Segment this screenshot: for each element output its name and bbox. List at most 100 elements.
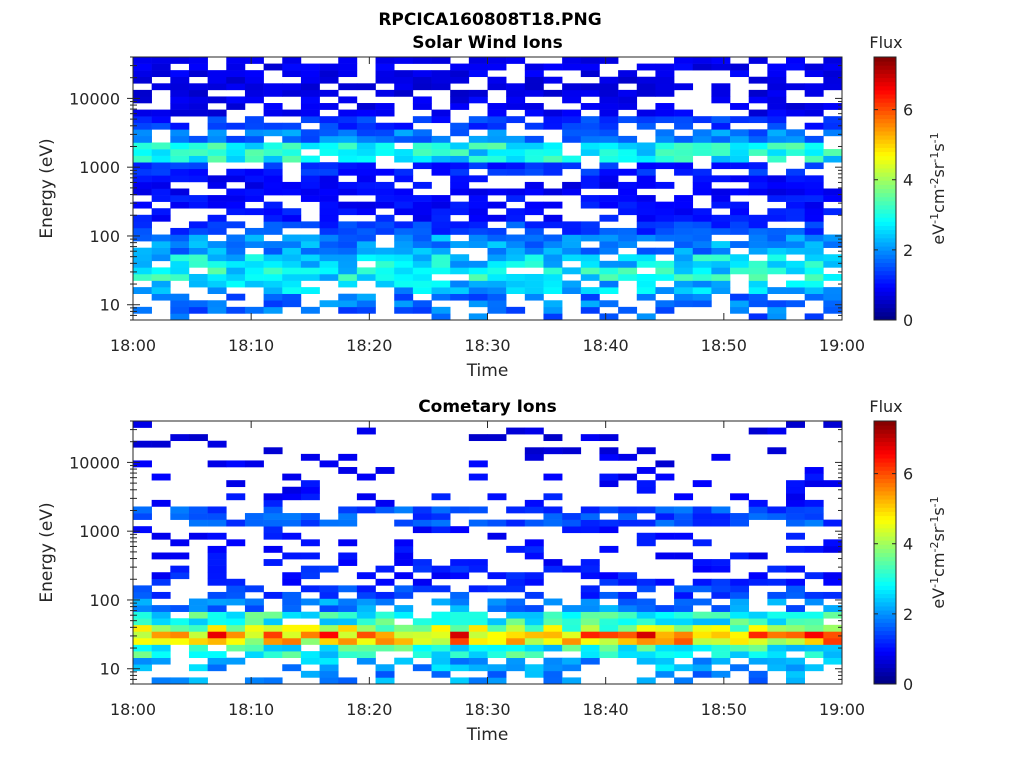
heatmap-cell (226, 631, 246, 639)
heatmap-cell (748, 89, 768, 97)
heatmap-cell (487, 155, 507, 163)
heatmap-cell (338, 605, 358, 612)
colorbar-segment (874, 429, 896, 434)
heatmap-cell (543, 519, 563, 527)
heatmap-cell (263, 637, 283, 645)
colorbar-segment (874, 155, 896, 161)
heatmap-cell (674, 664, 694, 672)
heatmap-cell (636, 618, 656, 626)
heatmap-cell (655, 201, 675, 209)
heatmap-cell (319, 208, 339, 216)
heatmap-cell (133, 70, 152, 78)
heatmap-cell (412, 644, 432, 652)
heatmap-cell (226, 280, 246, 288)
heatmap-cell (599, 506, 619, 514)
colorbar-segment (874, 221, 896, 226)
heatmap-cell (244, 135, 264, 143)
heatmap-cell (263, 109, 283, 117)
heatmap-cell (282, 651, 302, 659)
heatmap-cell (748, 175, 768, 183)
heatmap-cell (338, 254, 358, 262)
heatmap-cell (506, 247, 526, 255)
heatmap-cell (655, 109, 675, 117)
heatmap-cell (207, 440, 227, 448)
heatmap-cell (338, 637, 358, 645)
heatmap-cell (263, 89, 283, 97)
heatmap-cell (170, 109, 190, 117)
heatmap-cell (636, 214, 656, 222)
heatmap-cell (748, 618, 768, 626)
heatmap-cell (487, 162, 507, 170)
heatmap-cell (244, 76, 264, 84)
heatmap-cell (207, 175, 227, 183)
colorbar-segment (874, 531, 896, 537)
heatmap-cell (674, 631, 694, 639)
heatmap-cell (506, 214, 526, 222)
heatmap-cell (730, 644, 750, 652)
heatmap-cell (263, 624, 283, 632)
heatmap-cell (468, 208, 488, 216)
heatmap-cell (562, 677, 582, 685)
heatmap-cell (244, 57, 264, 64)
heatmap-cell (431, 260, 451, 268)
heatmap-cell (338, 116, 358, 124)
colorbar-segment (874, 287, 896, 292)
heatmap-cell (282, 611, 302, 619)
heatmap-cell (263, 201, 283, 209)
heatmap-cell (356, 109, 376, 117)
heatmap-cell (767, 611, 787, 619)
heatmap-cell (133, 421, 152, 428)
heatmap-cell (655, 644, 675, 652)
heatmap-cell (730, 188, 750, 196)
heatmap-cell (767, 195, 787, 202)
heatmap-cell (450, 181, 470, 189)
heatmap-cell (599, 611, 619, 619)
heatmap-cell (599, 260, 619, 268)
colorbar-unit-label: eV-1cm-2sr-1s-1 (928, 132, 949, 244)
heatmap-cell (319, 247, 339, 255)
heatmap-cell (431, 572, 451, 580)
heatmap-cell (506, 585, 526, 593)
heatmap-cell (692, 280, 712, 288)
heatmap-cell (524, 427, 544, 435)
heatmap-cell (580, 221, 600, 229)
heatmap-cell (207, 552, 227, 560)
heatmap-cell (188, 605, 208, 612)
heatmap-cell (412, 57, 432, 64)
colorbar-segment (874, 254, 896, 259)
heatmap-cell (319, 142, 339, 150)
heatmap-cell (823, 293, 843, 301)
heatmap-cell (133, 57, 152, 64)
heatmap-cell (599, 644, 619, 652)
heatmap-cell (151, 142, 171, 150)
heatmap-cell (580, 57, 600, 64)
heatmap-cell (319, 76, 339, 84)
heatmap-cell (207, 657, 227, 665)
heatmap-cell (636, 293, 656, 301)
heatmap-cell (282, 519, 302, 527)
heatmap-cell (562, 611, 582, 619)
heatmap-cell (468, 89, 488, 97)
heatmap-cell (655, 651, 675, 659)
heatmap-cell (375, 624, 395, 632)
heatmap-cell (338, 506, 358, 514)
heatmap-cell (823, 122, 843, 130)
heatmap-cell (300, 142, 320, 150)
heatmap-cell (394, 306, 414, 314)
heatmap-cell (375, 670, 395, 678)
heatmap-cell (375, 214, 395, 222)
heatmap-cell (450, 175, 470, 183)
heatmap-cell (412, 162, 432, 170)
heatmap-cell (786, 624, 805, 632)
heatmap-cell (226, 254, 246, 262)
heatmap-cell (804, 103, 824, 110)
heatmap-cell (487, 260, 507, 268)
colorbar-segment (874, 527, 896, 533)
heatmap-cell (786, 195, 805, 202)
x-tick-label: 18:50 (701, 336, 747, 355)
heatmap-cell (244, 280, 264, 288)
heatmap-cell (207, 201, 227, 209)
heatmap-cell (767, 241, 787, 248)
heatmap-cell (394, 506, 414, 514)
heatmap-cell (319, 234, 339, 242)
